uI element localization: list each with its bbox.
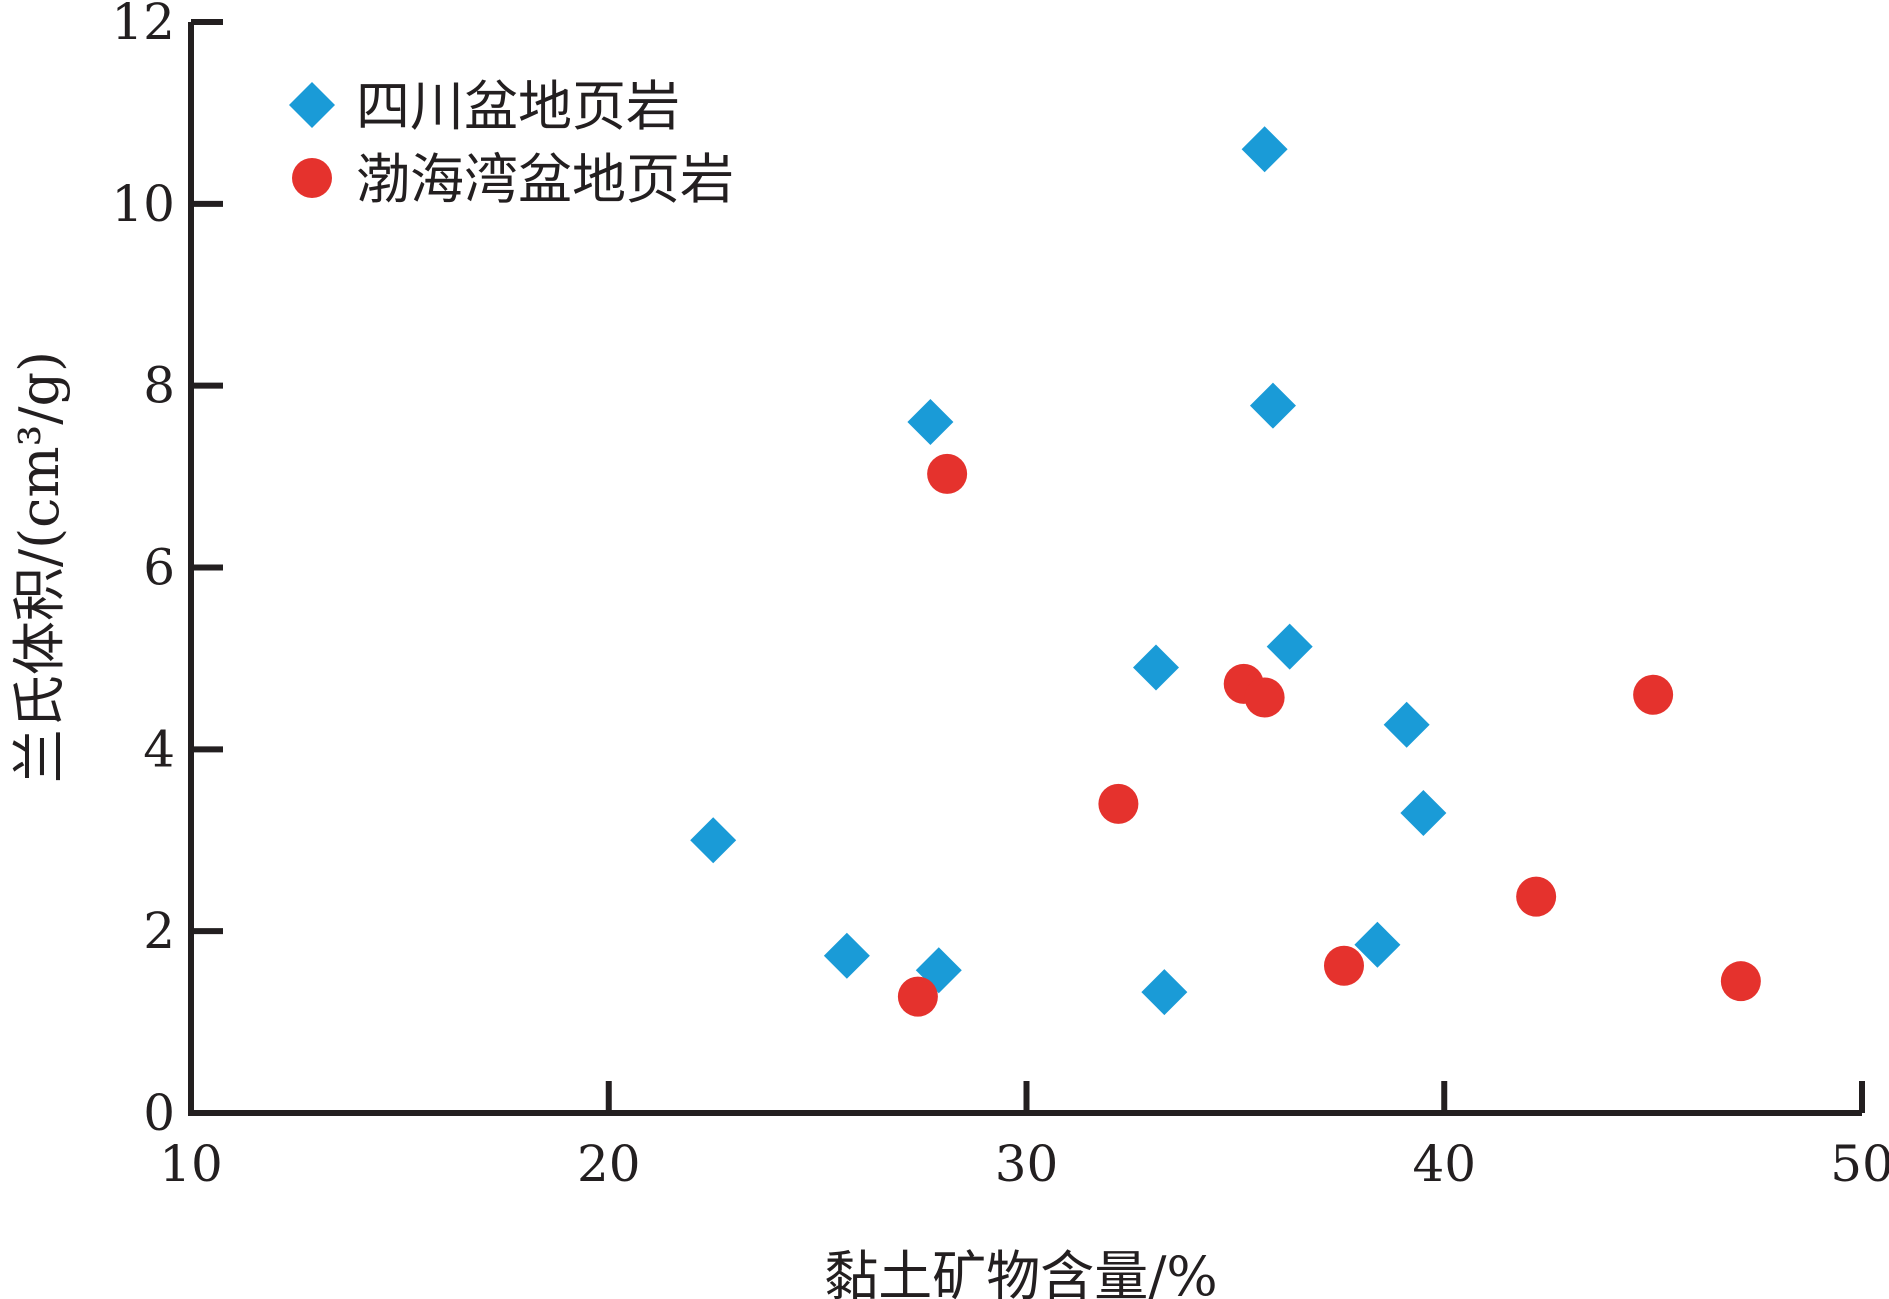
data-point-circle [1516,876,1557,917]
x-tick-label: 20 [577,1135,641,1193]
y-tick-label: 4 [143,720,175,778]
y-tick-label: 12 [111,0,175,51]
data-point-circle [1098,783,1139,824]
data-point-diamond [1249,382,1296,429]
data-point-diamond [1133,644,1180,691]
x-axis-title: 黏土矿物含量/% [824,1245,1218,1299]
x-tick-label: 10 [159,1135,223,1193]
data-point-circle [897,976,938,1017]
data-point-diamond [907,399,954,446]
x-tick-label: 50 [1830,1135,1889,1193]
data-point-circle [927,453,968,494]
data-point-circle [1244,677,1285,718]
legend-circle-icon [292,158,332,198]
data-point-circle [1720,961,1761,1002]
data-point-diamond [823,932,870,979]
x-tick-label: 40 [1412,1135,1476,1193]
legend-item: 四川盆地页岩 [289,75,680,138]
y-tick-label: 6 [143,539,175,597]
series-bohai-points [897,453,1761,1017]
data-point-diamond [690,817,737,864]
y-tick-label: 0 [143,1084,175,1142]
legend-label: 四川盆地页岩 [356,75,680,138]
data-point-diamond [1266,623,1313,670]
data-point-diamond [1241,126,1288,173]
series-sichuan-points [690,126,1447,1016]
data-point-diamond [1141,969,1188,1016]
data-point-diamond [1383,701,1430,748]
data-point-circle [1323,945,1364,986]
y-axis-title: 兰氏体积/(cm³/g) [8,351,71,783]
data-point-diamond [1400,789,1447,836]
y-tick-label: 8 [143,357,175,415]
legend-item: 渤海湾盆地页岩 [292,148,734,211]
data-point-diamond [1354,921,1401,968]
y-axis-ticks: 0 2 4 6 8 10 12 [111,0,223,1142]
y-tick-label: 2 [143,902,175,960]
x-axis-ticks: 10 20 30 40 50 [159,1081,1889,1193]
legend-diamond-icon [289,82,335,128]
data-points [690,126,1761,1017]
y-tick-label: 10 [111,175,175,233]
x-tick-label: 30 [995,1135,1059,1193]
legend-label: 渤海湾盆地页岩 [356,148,734,211]
data-point-circle [1633,674,1674,715]
